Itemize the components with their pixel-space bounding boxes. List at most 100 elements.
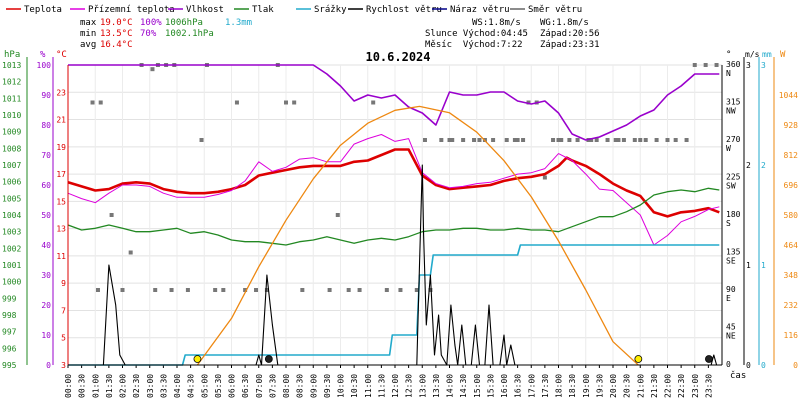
stats-sun-rise: Slunce Východ:04:45 xyxy=(425,29,528,39)
tick-label-time: 22:00 xyxy=(664,374,673,398)
wind-dir-point xyxy=(594,138,599,142)
stats-max-press: 1006hPa xyxy=(165,18,203,28)
tick-label-wind-dir-name: E xyxy=(726,294,731,303)
tick-label-time: 22:30 xyxy=(677,374,686,398)
tick-label-wind-dir-name: SW xyxy=(726,182,736,191)
chart-title: 10.6.2024 xyxy=(365,50,430,64)
wind-dir-point xyxy=(264,288,269,292)
stats-sun-set: Západ:20:56 xyxy=(540,29,600,39)
tick-label-humidity: 60 xyxy=(41,181,51,190)
tick-label-solar: 1044 xyxy=(779,91,798,100)
wind-dir-point xyxy=(504,138,509,142)
wind-dir-point xyxy=(128,250,133,255)
tick-label-time: 23:00 xyxy=(691,374,700,398)
plot-layer xyxy=(67,63,720,366)
tick-label-wind-dir: 0 xyxy=(726,360,731,369)
tick-label-pressure: 1009 xyxy=(2,128,21,137)
wind-dir-point xyxy=(521,138,526,142)
wind-dir-point xyxy=(357,288,362,292)
tick-label-wind-speed: 0 xyxy=(746,361,751,370)
tick-label-temperature: 3 xyxy=(61,361,66,370)
sunrise-marker xyxy=(193,355,202,363)
stats-max-rain: 1.3mm xyxy=(225,18,252,28)
tick-label-wind-dir-name: W xyxy=(726,144,731,153)
axis-title-deg: ° xyxy=(726,50,731,60)
tick-label-time: 00:00 xyxy=(64,374,73,398)
series-line-Přízemní teplota xyxy=(67,134,720,246)
tick-label-humidity: 50 xyxy=(41,211,51,220)
tick-label-pressure: 1008 xyxy=(2,144,21,153)
tick-label-time: 09:30 xyxy=(323,374,332,398)
stats-max-temp: 19.0°C xyxy=(100,18,133,28)
tick-label-pressure: 998 xyxy=(2,311,17,320)
tick-label-time: 08:00 xyxy=(282,374,291,398)
tick-label-wind-speed: 3 xyxy=(746,61,751,70)
wind-dir-point xyxy=(185,288,190,292)
tick-label-time: 21:00 xyxy=(636,374,645,398)
series-line-Tlak xyxy=(67,187,720,246)
wind-dir-point xyxy=(575,138,580,142)
tick-label-time: 17:30 xyxy=(541,374,550,398)
tick-label-wind-dir: 225 xyxy=(726,173,741,182)
legend-label-4: Srážky xyxy=(314,5,347,15)
tick-label-wind-dir-name: NW xyxy=(726,107,736,116)
legend-label-6: Náraz větru xyxy=(450,5,510,15)
tick-label-wind-dir: 315 xyxy=(726,98,741,107)
stats-min-label: min xyxy=(80,29,96,39)
tick-label-pressure: 1004 xyxy=(2,211,21,220)
tick-label-humidity: 100 xyxy=(37,61,52,70)
wind-dir-point xyxy=(169,288,174,292)
tick-label-pressure: 1010 xyxy=(2,111,21,120)
tick-label-pressure: 1002 xyxy=(2,244,21,253)
moonrise-marker xyxy=(264,355,273,363)
axis-title-hpa: hPa xyxy=(4,50,20,60)
tick-label-time: 03:00 xyxy=(146,374,155,398)
tick-label-time: 15:30 xyxy=(486,374,495,398)
wind-dir-point xyxy=(327,288,332,292)
tick-label-wind-dir: 90 xyxy=(726,285,736,294)
wind-dir-point xyxy=(284,100,288,105)
tick-label-humidity: 0 xyxy=(46,361,51,370)
tick-label-pressure: 995 xyxy=(2,361,17,370)
wind-dir-point xyxy=(638,138,643,142)
tick-label-pressure: 1001 xyxy=(2,261,21,270)
wind-dir-point xyxy=(95,288,100,292)
wind-dir-point xyxy=(589,138,594,142)
wind-dir-point xyxy=(703,63,708,67)
wind-dir-point xyxy=(292,100,297,105)
wind-dir-point xyxy=(461,138,466,142)
tick-label-wind-speed: 2 xyxy=(746,161,751,170)
tick-label-rain: 3 xyxy=(761,61,766,70)
wind-dir-point xyxy=(542,175,547,180)
stats-avg-temp: 16.4°C xyxy=(100,40,133,50)
wind-dir-point xyxy=(450,138,455,142)
legend-label-5: Rychlost větru xyxy=(366,5,442,15)
tick-label-temperature: 13 xyxy=(56,225,66,234)
wind-dir-point xyxy=(98,100,103,105)
tick-label-time: 12:00 xyxy=(391,374,400,398)
axis-title-time: čas xyxy=(730,370,746,381)
tick-label-solar: 116 xyxy=(784,331,799,340)
tick-label-time: 11:30 xyxy=(377,374,386,398)
tick-label-time: 19:30 xyxy=(595,374,604,398)
tick-label-wind-dir: 360 xyxy=(726,60,741,69)
legend-label-3: Tlak xyxy=(252,5,274,15)
stats-max-label: max xyxy=(80,18,97,28)
wind-dir-point xyxy=(428,288,433,292)
tick-label-time: 05:00 xyxy=(200,374,209,398)
wind-dir-point xyxy=(684,138,689,142)
tick-label-time: 13:00 xyxy=(418,374,427,398)
wind-dir-point xyxy=(335,213,340,217)
tick-label-time: 10:30 xyxy=(350,374,359,398)
wind-dir-point xyxy=(632,138,637,142)
tick-label-temperature: 17 xyxy=(56,170,66,179)
wind-dir-point xyxy=(692,63,697,67)
wind-dir-point xyxy=(654,138,659,142)
tick-label-time: 16:30 xyxy=(514,374,523,398)
tick-label-time: 23:30 xyxy=(704,374,713,398)
tick-label-time: 03:30 xyxy=(159,374,168,398)
tick-label-temperature: 21 xyxy=(56,116,66,125)
legend-label-1: Přízemní teplota xyxy=(88,5,175,15)
